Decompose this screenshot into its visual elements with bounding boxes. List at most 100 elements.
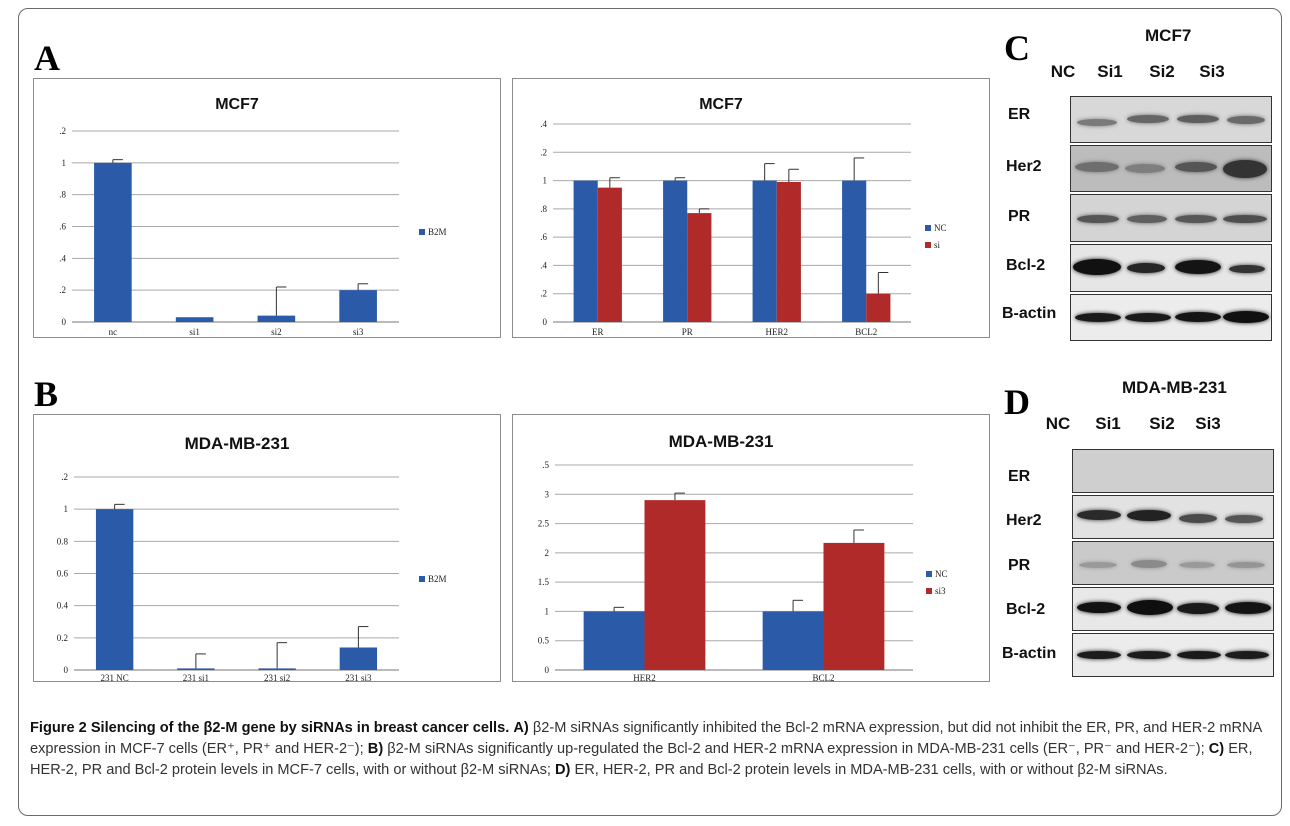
blot-band [1179, 514, 1217, 523]
blot-c-protein-er: ER [1008, 106, 1031, 123]
blot-band [1127, 651, 1171, 659]
x-tick-label: BCL2 [855, 327, 877, 337]
x-tick-label: BCL2 [812, 673, 834, 681]
bar [644, 500, 706, 670]
blot-band [1075, 162, 1119, 172]
blot-c-protein-pr: PR [1008, 208, 1031, 225]
blot-c-lane-4: Si3 [1199, 62, 1225, 81]
blot-band [1225, 651, 1269, 659]
x-tick-label: 231 si2 [264, 673, 290, 681]
caption-a-text: β2-M siRNAs significantly inhibited the … [30, 720, 1262, 757]
bar [257, 315, 296, 322]
chart-title: MCF7 [215, 96, 259, 113]
blot-band [1127, 215, 1167, 223]
blot-band [1125, 313, 1171, 322]
y-tick-label: 1.5 [538, 577, 550, 587]
legend-swatch [419, 576, 425, 582]
bar [687, 213, 712, 322]
legend-label: B2M [428, 574, 447, 584]
bar [597, 187, 622, 322]
blot-d-lane-4: Si3 [1195, 414, 1221, 433]
blot-d-lane-2: Si1 [1095, 414, 1121, 433]
bar [842, 180, 867, 322]
bar [94, 162, 132, 322]
blot-d-protein-her2: Her2 [1006, 512, 1042, 529]
panel-letter-b: B [34, 374, 59, 414]
bar [95, 509, 134, 670]
chart-a2-mcf7-receptors: MCF7 .4 .2 1 .8 .6 .4 .2 0 ER PR HER2 BCL2 NC si [512, 78, 990, 338]
blot-band [1175, 215, 1217, 223]
y-tick-label: .2 [540, 147, 547, 157]
y-tick-label: .6 [540, 232, 547, 242]
blot-band [1225, 602, 1271, 614]
legend-swatch [925, 242, 931, 248]
caption-c-text: ER, HER-2, PR and Bcl-2 protein levels i… [30, 741, 1253, 778]
y-tick-label: .6 [59, 222, 66, 232]
caption-title: Figure 2 Silencing of the β2-M gene by s… [30, 720, 510, 736]
caption-a-label: A) [513, 720, 529, 736]
bar [175, 317, 214, 322]
blot-band [1077, 119, 1117, 126]
blot-d-protein-er: ER [1008, 468, 1031, 485]
x-tick-label: 231 si3 [345, 673, 372, 681]
caption-c-label: C) [1208, 741, 1225, 757]
blot-c-lane-3: Si2 [1149, 62, 1175, 81]
blot-band [1227, 562, 1265, 568]
bar [258, 668, 296, 670]
chart-a2-svg: MCF7 .4 .2 1 .8 .6 .4 .2 0 ER PR HER2 BCL2 NC si [540, 96, 947, 337]
chart-b2-mda-receptors: MDA-MB-231 .5 3 2.5 2 1.5 1 0.5 0 HER2 BCL2 NC si3 [512, 414, 990, 682]
y-tick-label: 0 [545, 665, 550, 675]
blot-band [1127, 600, 1173, 615]
blot-band [1223, 160, 1267, 178]
blot-d-protein-pr: PR [1008, 557, 1031, 574]
blot-band [1077, 510, 1121, 520]
x-tick-label: PR [682, 327, 693, 337]
x-tick-label: nc [109, 327, 118, 337]
blot-band [1225, 515, 1263, 523]
blot-band [1131, 560, 1167, 568]
blot-strip [1070, 294, 1272, 341]
figure-frame [18, 8, 1282, 816]
y-tick-label: .2 [540, 289, 547, 299]
chart-a1-svg: MCF7 .2 1 .8 .6 .4 .2 0 nc si1 si2 si3 B2M [59, 96, 447, 337]
bar [866, 293, 891, 322]
y-tick-label: .2 [61, 472, 68, 482]
y-tick-label: .8 [59, 190, 66, 200]
blot-strip [1072, 495, 1274, 539]
chart-a1-mcf7-b2m: MCF7 .2 1 .8 .6 .4 .2 0 nc si1 si2 si3 B2M [33, 78, 501, 338]
y-tick-label: 0.8 [57, 536, 69, 546]
legend-label: NC [934, 223, 947, 233]
blot-d-protein-bactin: B-actin [1002, 645, 1057, 662]
y-tick-label: 0 [62, 317, 67, 327]
blot-strip [1072, 587, 1274, 631]
y-tick-label: .2 [59, 285, 66, 295]
legend-label: B2M [428, 227, 447, 237]
panel-letter-c: C [1004, 28, 1030, 68]
blot-strip [1070, 194, 1272, 242]
caption-d-text: ER, HER-2, PR and Bcl-2 protein levels i… [574, 762, 1168, 778]
y-tick-label: 0 [64, 665, 69, 675]
blot-band [1177, 603, 1219, 614]
chart-title: MDA-MB-231 [669, 432, 774, 451]
y-tick-label: .4 [540, 260, 547, 270]
blot-d-lane-3: Si2 [1149, 414, 1175, 433]
legend-swatch [419, 229, 425, 235]
chart-b1-mda-b2m: MDA-MB-231 .2 1 0.8 0.6 0.4 0.2 0 231 NC 231 si1 2… [33, 414, 501, 682]
blot-band [1227, 116, 1265, 124]
y-tick-label: 3 [545, 489, 550, 499]
y-tick-label: 2.5 [538, 519, 550, 529]
y-tick-label: 0.6 [57, 569, 69, 579]
y-tick-label: 1 [62, 158, 67, 168]
blot-band [1175, 312, 1221, 322]
legend-label: si [934, 240, 941, 250]
x-tick-label: si2 [271, 327, 282, 337]
blot-band [1177, 651, 1221, 659]
caption-b-text: β2-M siRNAs significantly up-regulated t… [387, 741, 1205, 757]
y-tick-label: 0 [543, 317, 548, 327]
x-tick-label: HER2 [766, 327, 789, 337]
blot-band [1077, 215, 1119, 223]
bar [663, 180, 688, 322]
blot-band [1079, 562, 1117, 568]
blot-band [1179, 562, 1215, 568]
y-tick-label: 0.5 [538, 636, 550, 646]
